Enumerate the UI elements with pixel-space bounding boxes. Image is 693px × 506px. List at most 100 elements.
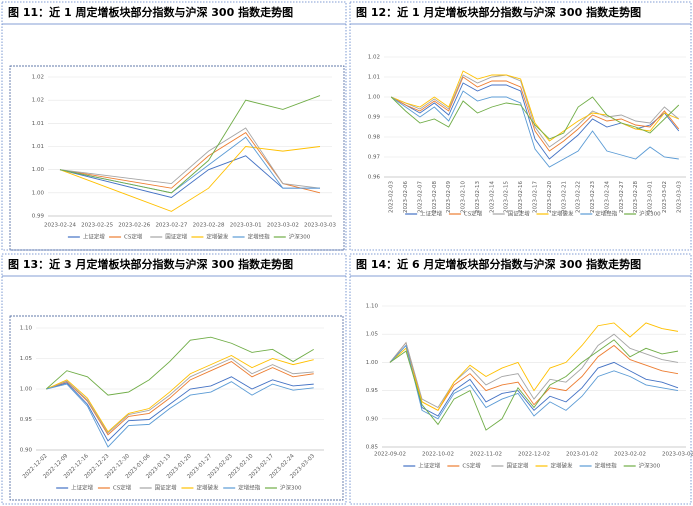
- series-line: [389, 339, 679, 431]
- legend-label: 沪深300: [639, 210, 661, 218]
- legend-label: 国证定增: [508, 210, 530, 218]
- x-tick-label: 2023-02-24: [604, 181, 610, 213]
- y-tick-label: 1.01: [32, 121, 44, 127]
- panel-title: 图 13：近 3 月定增板块部分指数与沪深 300 指数走势图: [8, 257, 293, 271]
- legend-label: CS定增: [124, 233, 142, 241]
- y-tick-label: 1.02: [32, 98, 44, 104]
- legend-label: 定增破发: [552, 210, 575, 218]
- legend-label: 定增经指: [238, 484, 261, 492]
- y-tick-label: 1.00: [32, 167, 45, 173]
- y-tick-label: 1.01: [368, 75, 380, 81]
- legend-label: 定增破发: [551, 462, 574, 470]
- legend-label: 定增破发: [206, 233, 229, 241]
- x-tick-label: 2023-02-13: [475, 181, 481, 213]
- legend-label: 国证定增: [155, 484, 177, 492]
- panel-border: [349, 253, 692, 505]
- y-tick-label: 1.10: [20, 326, 33, 332]
- panel-title: 图 14：近 6 月定增板块部分指数与沪深 300 指数走势图: [356, 257, 641, 271]
- series-line: [391, 74, 680, 148]
- series-line: [390, 90, 679, 168]
- y-tick-label: 0.99: [368, 115, 381, 121]
- y-tick-label: 1.00: [368, 95, 381, 101]
- legend-label: 沪深300: [639, 462, 661, 470]
- x-tick-label: 2023-03-02: [662, 452, 693, 458]
- x-tick-label: 2023-02-15: [504, 181, 510, 213]
- series-line: [59, 146, 321, 212]
- legend-label: CS定增: [464, 210, 482, 218]
- legend-label: 定增经指: [595, 210, 618, 218]
- series-line: [389, 341, 679, 411]
- x-tick-label: 2023-02-16: [518, 181, 524, 213]
- series-line: [390, 76, 680, 152]
- y-tick-label: 1.02: [32, 75, 44, 81]
- y-tick-label: 1.00: [366, 360, 379, 366]
- y-tick-label: 0.90: [20, 448, 33, 454]
- series-line: [391, 70, 679, 142]
- x-tick-label: 2023-03-02: [267, 223, 299, 229]
- y-tick-label: 1.00: [20, 387, 33, 393]
- series-line: [46, 357, 314, 434]
- series-line: [45, 336, 314, 396]
- x-tick-label: 2023-01-02: [566, 452, 598, 458]
- legend-label: 上证定增: [418, 462, 440, 470]
- y-tick-label: 0.85: [366, 445, 379, 451]
- series-line: [46, 376, 314, 442]
- x-tick-label: 2023-02-02: [614, 452, 646, 458]
- x-tick-label: 2023-02-28: [193, 223, 225, 229]
- y-tick-label: 1.05: [366, 332, 379, 338]
- series-line: [390, 96, 680, 140]
- y-tick-label: 0.97: [368, 155, 381, 161]
- legend-label: 定增破发: [196, 484, 219, 492]
- panel-title: 图 11：近 1 周定增板块部分指数与沪深 300 指数走势图: [8, 5, 293, 19]
- legend-label: 上证定增: [420, 210, 442, 218]
- legend-label: 上证定增: [83, 233, 105, 241]
- chart-frame: [9, 315, 344, 501]
- x-tick-label: 2023-03-02: [662, 181, 668, 213]
- x-tick-label: 2023-02-10: [461, 181, 467, 213]
- x-tick-label: 2023-02-21: [561, 181, 567, 213]
- y-tick-label: 0.98: [368, 135, 381, 141]
- series-line: [389, 322, 679, 411]
- panel-border: [1, 1, 347, 251]
- legend-label: 国证定增: [506, 462, 528, 470]
- series-line: [389, 333, 679, 409]
- legend-label: 定增经指: [595, 462, 618, 470]
- x-tick-label: 2023-03-01: [230, 223, 262, 229]
- x-tick-label: 2023-02-28: [633, 181, 639, 213]
- x-tick-label: 2023-03-01: [648, 181, 654, 213]
- y-tick-label: 1.05: [20, 356, 33, 362]
- legend-label: CS定增: [462, 462, 480, 470]
- x-tick-label: 2023-02-06: [403, 181, 409, 213]
- x-tick-label: 2022-11-02: [470, 452, 502, 458]
- chart-frame: [9, 65, 345, 251]
- x-tick-label: 2023-02-07: [417, 181, 423, 213]
- legend-label: 定增经指: [248, 233, 271, 241]
- y-tick-label: 1.00: [32, 190, 45, 196]
- x-tick-label: 2023-03-03: [676, 181, 682, 213]
- x-tick-label: 2023-02-27: [619, 181, 625, 213]
- x-tick-label: 2022-10-02: [422, 452, 454, 458]
- x-tick-label: 2023-02-25: [81, 223, 113, 229]
- panel-border: [349, 1, 692, 251]
- legend-label: 沪深300: [289, 233, 311, 241]
- legend-label: 国证定增: [165, 233, 187, 241]
- series-line: [389, 344, 679, 420]
- series-line: [59, 127, 321, 189]
- series-line: [59, 95, 321, 194]
- x-tick-label: 2023-02-03: [389, 181, 395, 213]
- y-tick-label: 1.10: [366, 304, 379, 310]
- series-line: [46, 381, 314, 448]
- legend-label: 沪深300: [280, 484, 302, 492]
- y-tick-label: 0.99: [32, 214, 45, 220]
- x-tick-label: 2023-02-26: [118, 223, 150, 229]
- y-tick-label: 0.95: [20, 417, 33, 423]
- y-tick-label: 1.01: [32, 144, 44, 150]
- y-tick-label: 0.90: [366, 416, 379, 422]
- panel-border: [1, 253, 347, 505]
- x-tick-label: 2023-02-22: [576, 181, 582, 213]
- x-tick-label: 2023-02-14: [489, 181, 495, 213]
- x-tick-label: 2023-02-17: [533, 181, 539, 213]
- x-tick-label: 2023-02-27: [155, 223, 187, 229]
- series-line: [389, 344, 679, 417]
